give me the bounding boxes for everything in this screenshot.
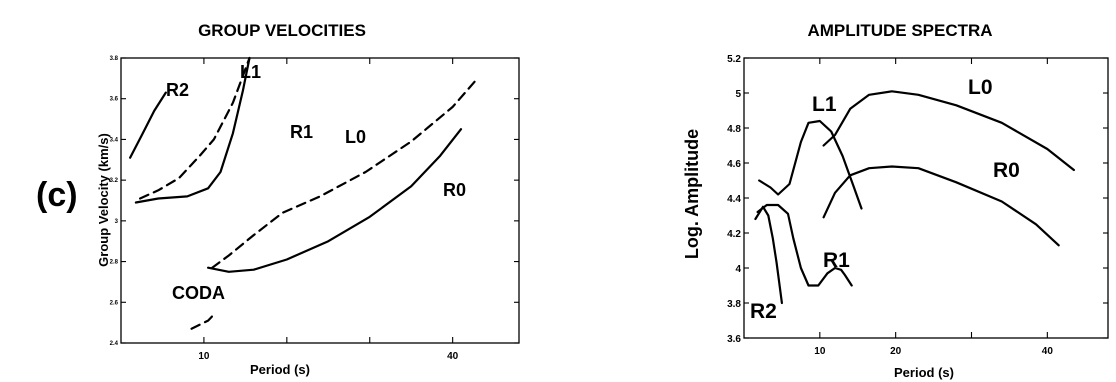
series-r2-line bbox=[754, 205, 784, 305]
series-l0-line bbox=[822, 90, 1076, 172]
x-tick-label: 40 bbox=[1042, 346, 1054, 357]
y-tick-label: 3.8 bbox=[110, 56, 119, 62]
series-r1-line bbox=[134, 56, 251, 204]
y-tick-label: 4 bbox=[735, 264, 741, 275]
series-curves bbox=[129, 56, 479, 330]
chart-title: GROUP VELOCITIES bbox=[198, 21, 366, 40]
x-tick-label: 10 bbox=[814, 346, 826, 357]
curve-label-r2: R2 bbox=[166, 80, 189, 100]
series-coda-line bbox=[190, 313, 215, 330]
curve-label-l0: L0 bbox=[968, 76, 993, 99]
series-curves bbox=[754, 90, 1076, 305]
plot-frame bbox=[743, 57, 1109, 339]
x-axis-label: Period (s) bbox=[250, 362, 310, 377]
x-axis-label: Period (s) bbox=[894, 365, 954, 380]
x-tick-label: 40 bbox=[447, 351, 459, 362]
y-tick-label: 3.4 bbox=[110, 137, 119, 143]
curve-label-r1: R1 bbox=[290, 122, 313, 142]
x-tick-label: 10 bbox=[198, 351, 210, 362]
y-tick-label: 3 bbox=[115, 219, 119, 225]
y-tick-label: 2.8 bbox=[110, 260, 119, 266]
curve-label-l1: L1 bbox=[812, 93, 837, 116]
group-velocities-chart: GROUP VELOCITIES Period (s) Group Veloci… bbox=[96, 21, 520, 377]
series-r2-line bbox=[129, 91, 167, 159]
y-tick-label: 4.4 bbox=[727, 194, 741, 205]
series-l1-line bbox=[758, 119, 863, 210]
y-tick-label: 2.4 bbox=[110, 341, 119, 347]
y-axis-label: Group Velocity (km/s) bbox=[96, 133, 111, 267]
chart-title: AMPLITUDE SPECTRA bbox=[807, 21, 992, 40]
series-r1-line bbox=[756, 203, 853, 287]
series-l1-line bbox=[139, 56, 251, 200]
curve-label-r0: R0 bbox=[993, 159, 1020, 182]
curve-label-r1: R1 bbox=[823, 249, 850, 272]
axis-ticks: 10 40 2.4 2.6 2.8 3 3.2 3.4 3.6 3.8 bbox=[110, 56, 519, 362]
y-tick-label: 3.8 bbox=[727, 299, 741, 310]
plot-frame bbox=[120, 57, 520, 344]
curve-label-r0: R0 bbox=[443, 180, 466, 200]
y-tick-label: 5 bbox=[735, 89, 741, 100]
y-tick-label: 3.6 bbox=[110, 97, 119, 103]
y-tick-label: 4.2 bbox=[727, 229, 741, 240]
series-l0-line bbox=[211, 77, 479, 269]
y-tick-label: 3.2 bbox=[110, 178, 119, 184]
amplitude-spectra-chart: AMPLITUDE SPECTRA Period (s) Log. Amplit… bbox=[682, 21, 1109, 380]
y-tick-label: 4.8 bbox=[727, 124, 741, 135]
y-axis-label: Log. Amplitude bbox=[682, 129, 702, 259]
y-tick-label: 3.6 bbox=[727, 334, 741, 345]
curve-label-l1: L1 bbox=[240, 62, 261, 82]
y-tick-label: 4.6 bbox=[727, 159, 741, 170]
y-tick-label: 2.6 bbox=[110, 300, 119, 306]
x-tick-label: 20 bbox=[890, 346, 902, 357]
series-r0-line bbox=[207, 128, 463, 273]
series-r0-line bbox=[822, 165, 1060, 247]
curve-label-coda: CODA bbox=[172, 283, 225, 303]
curve-label-l0: L0 bbox=[345, 127, 366, 147]
curve-label-r2: R2 bbox=[750, 300, 777, 323]
axis-ticks: 10 20 40 3.6 3.8 4 4.2 4.4 4.6 4.8 5 5.2 bbox=[727, 54, 1108, 357]
y-tick-label: 5.2 bbox=[727, 54, 741, 65]
panel-letter: (c) bbox=[36, 176, 78, 214]
